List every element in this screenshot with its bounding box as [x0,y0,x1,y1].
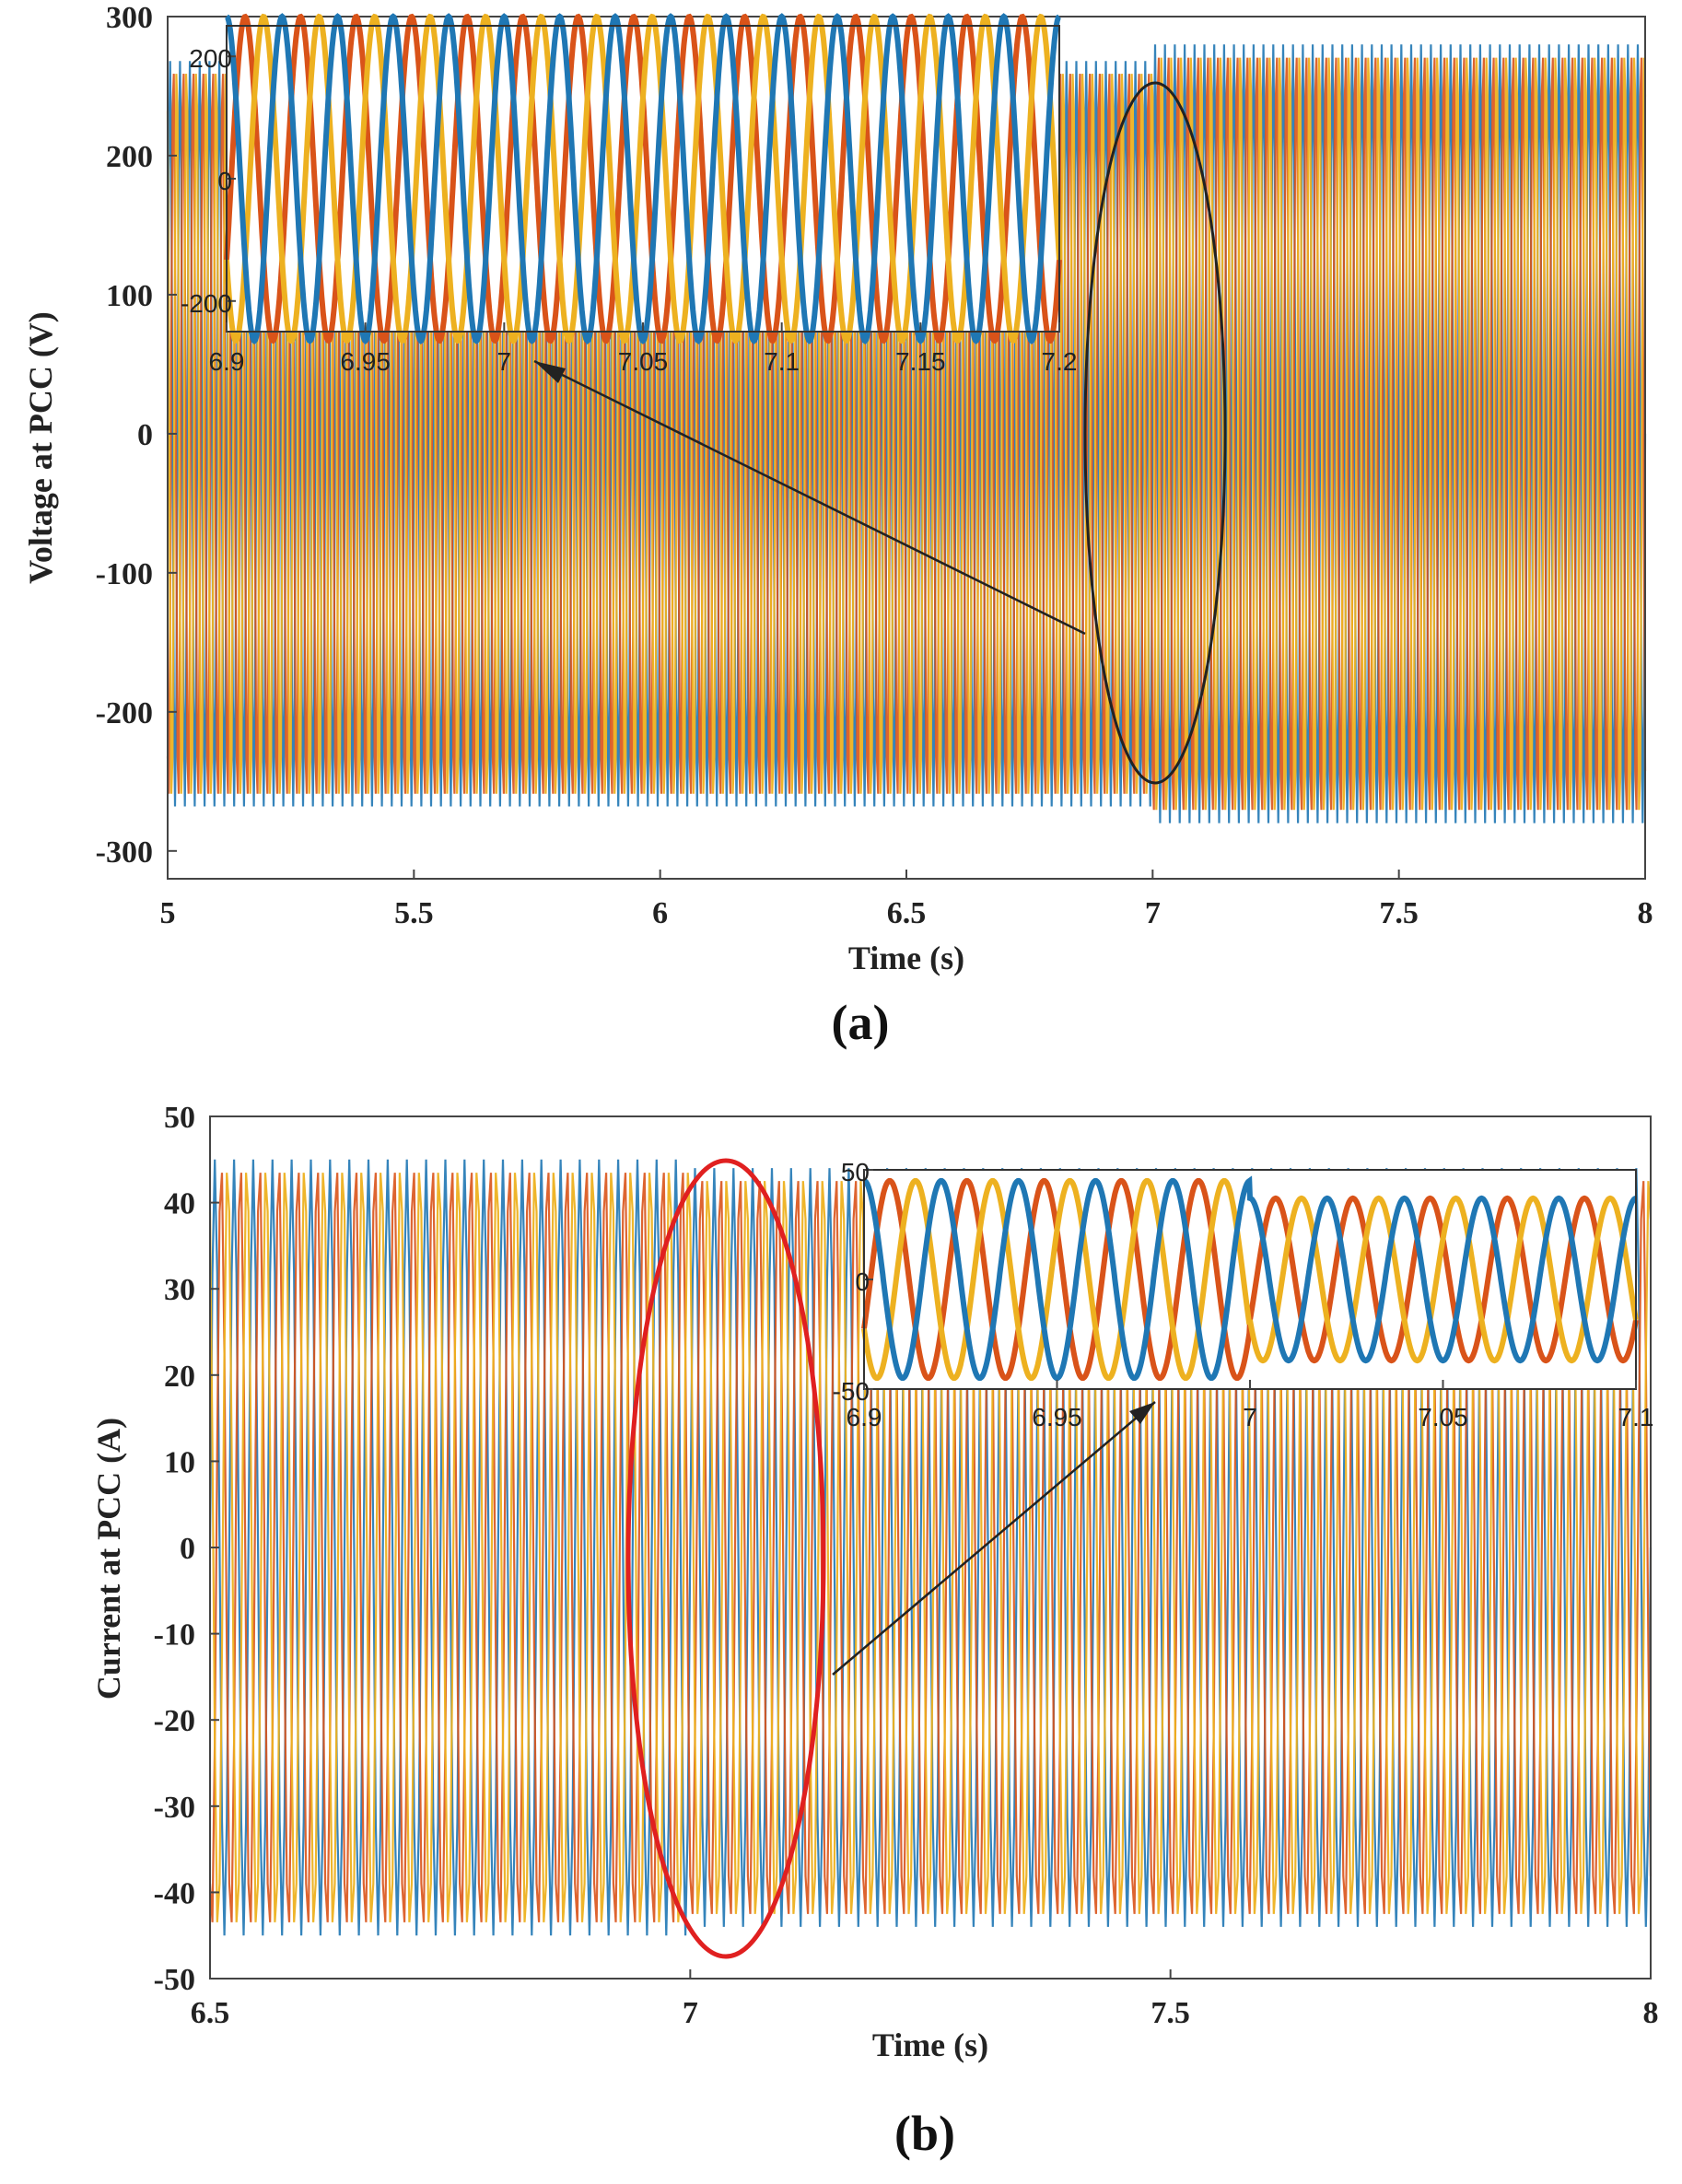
current-y-tick-label: 50 [164,1101,195,1135]
voltage-inset: 6.9 6.95 7 7.05 7.1 7.15 7.2 200 0 -200 [181,13,1078,376]
voltage-y-tick-label: 200 [106,140,153,174]
voltage-inset-x-tick-label: 7.15 [895,347,946,376]
voltage-series-2 [166,57,1647,811]
panel-a-label: (a) [832,995,890,1050]
current-y-tick-label: -10 [154,1618,195,1653]
voltage-x-tick-label: 6 [652,896,668,930]
current-annotation-arrowhead [1129,1402,1155,1424]
current-inset-x-ticks: 6.9 6.95 7 7.05 7.1 [847,1380,1654,1431]
voltage-y-tick-label: -200 [96,696,153,730]
voltage-inset-x-tick-label: 6.9 [209,347,245,376]
voltage-series-1 [166,44,1647,823]
voltage-x-tick-label: 6.5 [887,896,927,930]
current-inset-y-ticks: 50 0 -50 [833,1158,873,1406]
current-y-axis-label: Current at PCC (A) [90,1418,127,1699]
current-annotation-arrow [832,1401,1156,1676]
voltage-chart: 5 5.5 6 6.5 7 7.5 8 300 200 100 0 -100 -200 -300 Tim… [22,1,1653,1050]
voltage-event-ellipse [1083,81,1227,785]
voltage-inset-x-tick-label: 7.2 [1042,347,1078,376]
current-event-ellipse [625,1158,826,1959]
voltage-x-tick-label: 7 [1145,896,1161,930]
current-y-tick-label: -20 [154,1704,195,1738]
current-inset-x-tick-label: 7.1 [1618,1403,1654,1431]
current-y-tick-label: -50 [154,1963,195,1997]
voltage-y-tick-label: 300 [106,1,153,35]
voltage-x-tick-label: 5 [160,896,176,930]
current-inset-x-tick-label: 6.95 [1032,1403,1082,1431]
voltage-inset-series-1 [225,13,1061,345]
voltage-x-tick-label: 7.5 [1379,896,1419,930]
current-inset-x-tick-label: 7 [1243,1403,1257,1431]
current-y-tick-label: 30 [164,1273,195,1307]
current-inset-y-tick-label: -50 [833,1377,870,1406]
voltage-x-ticks: 5 5.5 6 6.5 7 7.5 8 [160,870,1653,930]
current-inset-frame-bg [863,1169,1637,1390]
voltage-inset-x-tick-label: 7 [497,347,512,376]
voltage-y-ticks: 300 200 100 0 -100 -200 -300 [96,1,177,870]
current-x-tick-label: 7 [683,1996,698,2030]
current-inset-waveforms [861,1175,1639,1382]
voltage-annotation-arrow [533,359,1086,636]
current-y-ticks: 50 40 30 20 10 0 -10 -20 -30 -40 -50 [154,1101,219,1997]
current-x-tick-label: 6.5 [191,1996,230,2030]
voltage-y-tick-label: 0 [137,418,153,452]
current-x-tick-label: 7.5 [1151,1996,1190,2030]
current-inset-series-1 [862,1175,1637,1382]
voltage-x-tick-label: 5.5 [394,896,434,930]
voltage-inset-y-tick-label: -200 [181,289,232,318]
current-chart: 6.5 7 7.5 8 50 40 30 20 10 0 -10 -20 -30 -40 -50 Time… [90,1101,1659,2161]
current-series-3 [208,1173,1653,1922]
voltage-x-axis-label: Time (s) [848,940,964,976]
voltage-y-tick-label: -300 [96,835,153,870]
current-y-tick-label: 0 [180,1532,195,1566]
voltage-inset-series-3 [224,13,1062,345]
current-y-tick-label: -30 [154,1791,195,1825]
voltage-y-axis-label: Voltage at PCC (V) [22,311,59,584]
current-inset-y-tick-label: 50 [841,1158,870,1186]
voltage-x-tick-label: 8 [1638,896,1653,930]
voltage-inset-waveforms [224,13,1062,345]
current-x-axis-label: Time (s) [872,2026,988,2063]
voltage-inset-x-tick-label: 6.95 [340,347,391,376]
voltage-inset-x-tick-label: 7.1 [764,347,800,376]
voltage-inset-y-ticks: 200 0 -200 [181,44,236,318]
current-y-tick-label: 20 [164,1360,195,1394]
voltage-inset-x-ticks: 6.9 6.95 7 7.05 7.1 7.15 7.2 [209,322,1078,376]
current-y-tick-label: 40 [164,1187,195,1221]
current-inset-x-tick-label: 7.05 [1418,1403,1468,1431]
voltage-y-tick-label: -100 [96,557,153,591]
current-inset: 6.9 6.95 7 7.05 7.1 50 0 -50 [833,1158,1654,1431]
current-inset-y-tick-label: 0 [855,1267,870,1296]
current-inset-x-tick-label: 6.9 [847,1403,882,1431]
voltage-annotation-arrowhead [534,361,566,383]
voltage-y-tick-label: 100 [106,279,153,313]
panel-b-label: (b) [894,2106,955,2161]
voltage-inset-x-tick-label: 7.05 [618,347,669,376]
current-series-1 [208,1159,1653,1936]
current-y-tick-label: -40 [154,1876,195,1910]
voltage-inset-y-tick-label: 0 [217,167,232,195]
current-x-ticks: 6.5 7 7.5 8 [191,1969,1659,2030]
current-x-tick-label: 8 [1643,1996,1659,2030]
current-y-tick-label: 10 [164,1445,195,1479]
voltage-inset-y-tick-label: 200 [189,44,232,73]
